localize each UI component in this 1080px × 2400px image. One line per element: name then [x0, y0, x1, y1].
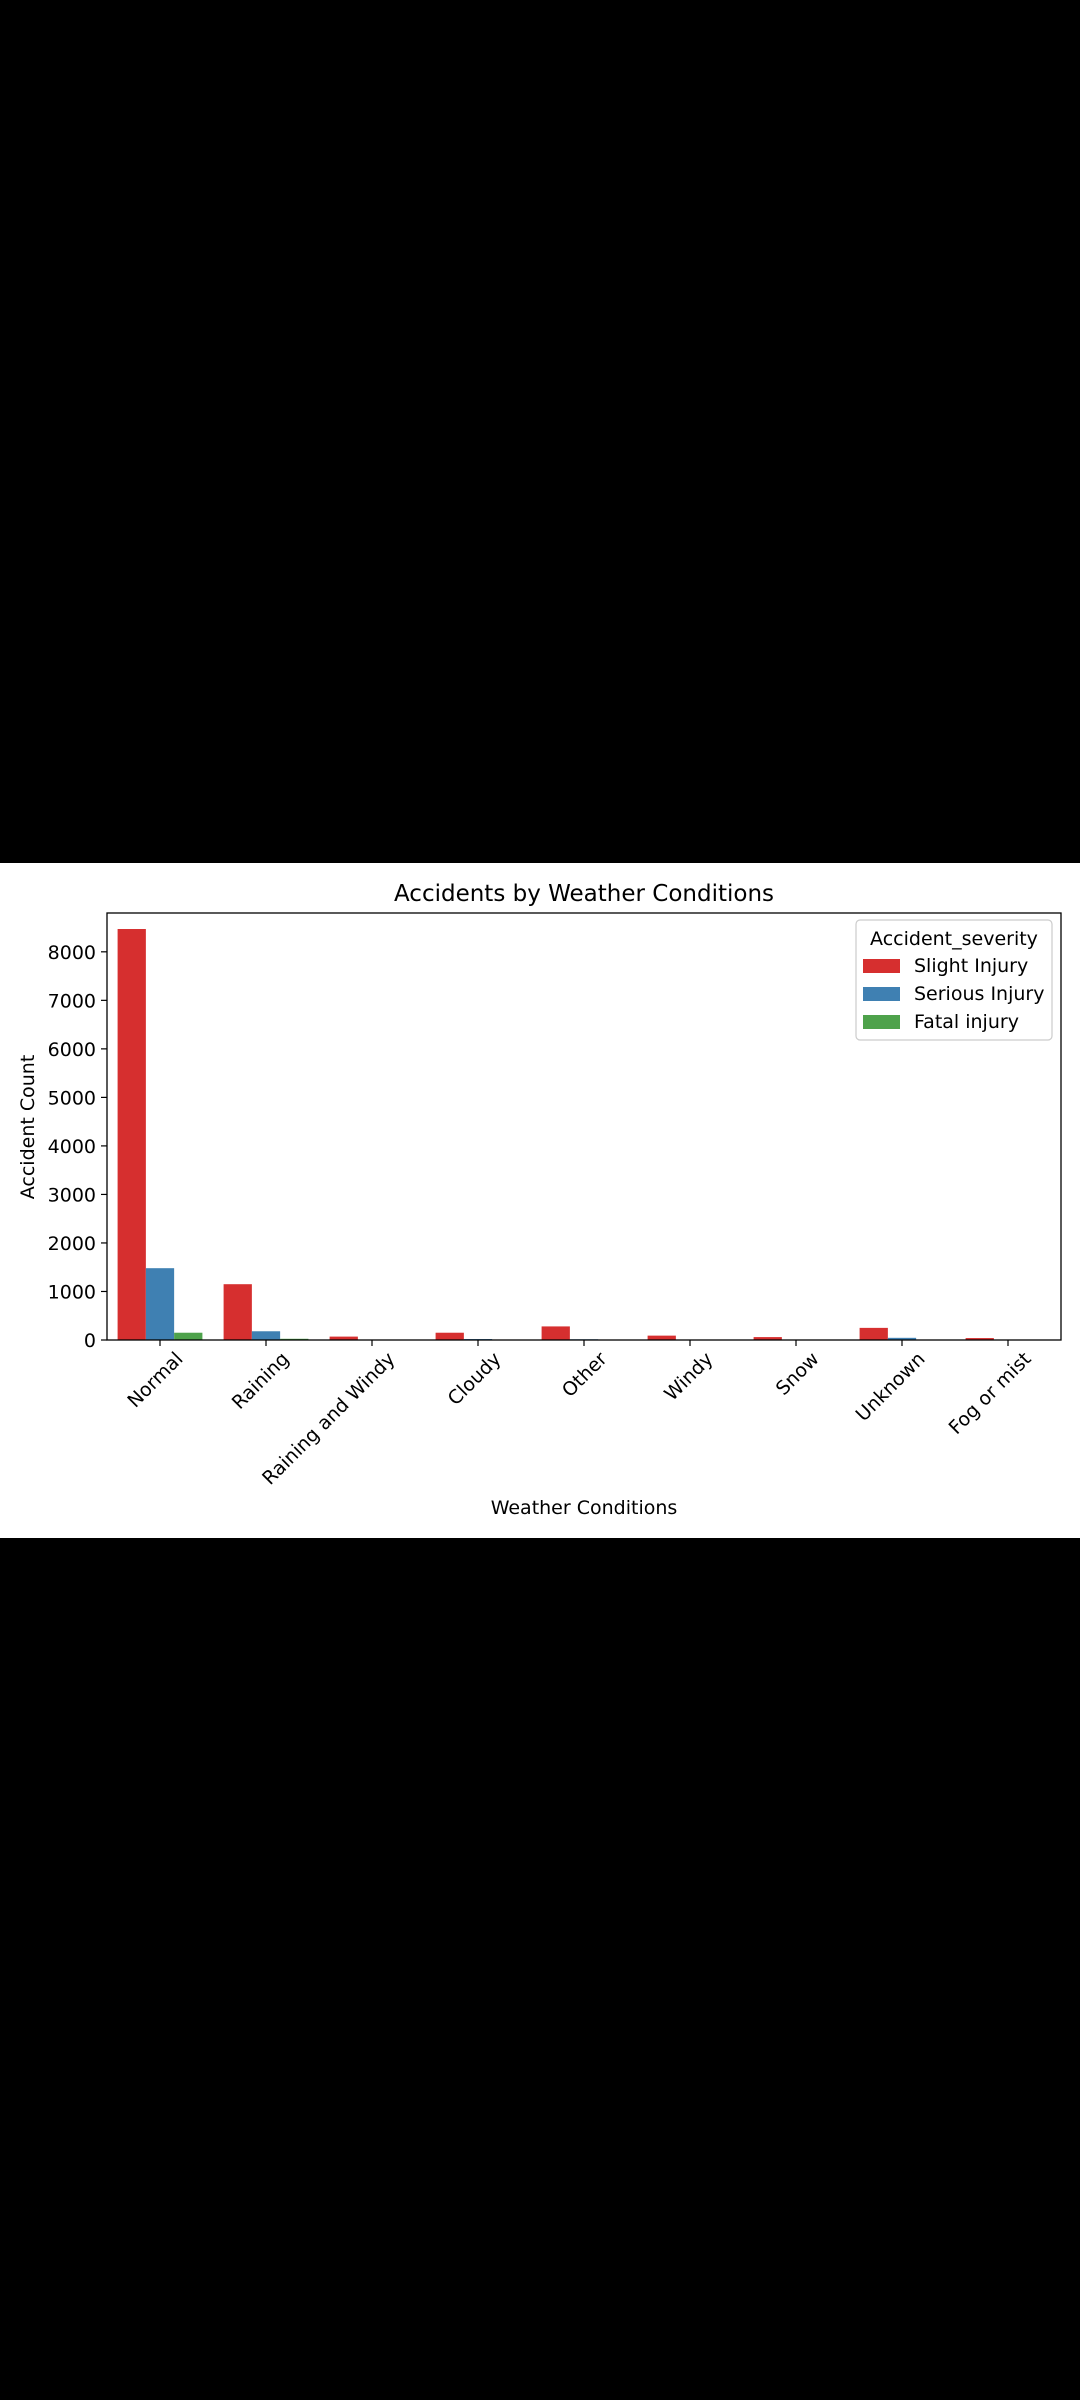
bar-slight-injury-1 — [223, 1284, 252, 1340]
bar-fatal-injury-0 — [174, 1332, 203, 1340]
x-tick-label: Raining — [228, 1348, 294, 1414]
y-tick-label: 1000 — [48, 1281, 96, 1303]
bar-serious-injury-7 — [887, 1337, 917, 1340]
legend-swatch-fatal-injury — [863, 1015, 900, 1029]
bar-slight-injury-7 — [859, 1327, 888, 1340]
x-tick-label: Windy — [660, 1348, 717, 1405]
bar-slight-injury-8 — [965, 1338, 994, 1340]
legend-swatch-serious-injury — [863, 987, 900, 1001]
bar-slight-injury-4 — [541, 1326, 570, 1340]
legend-box — [855, 919, 1053, 1041]
bar-serious-injury-0 — [145, 1268, 175, 1340]
x-tick-label: Fog or mist — [945, 1348, 1036, 1439]
x-tick-label: Cloudy — [444, 1348, 506, 1410]
chart-title: Accidents by Weather Conditions — [394, 881, 774, 907]
y-tick-label: 4000 — [48, 1136, 96, 1158]
x-axis-label: Weather Conditions — [491, 1497, 678, 1519]
y-tick-label: 3000 — [48, 1184, 96, 1206]
x-tick-label: Other — [558, 1348, 612, 1402]
y-tick-label: 0 — [84, 1330, 96, 1352]
bar-serious-injury-1 — [251, 1331, 281, 1340]
y-tick-label: 5000 — [48, 1087, 96, 1109]
bar-slight-injury-3 — [435, 1332, 464, 1340]
legend-label-slight-injury: Slight Injury — [914, 955, 1028, 977]
x-tick-label: Snow — [772, 1348, 824, 1400]
bar-chart: Accidents by Weather Conditions 0 1000 200… — [17, 881, 1062, 1519]
chart-panel: Accidents by Weather Conditions 0 1000 200… — [0, 863, 1080, 1538]
y-axis-label: Accident Count — [17, 1055, 39, 1200]
bar-slight-injury-5 — [647, 1335, 676, 1340]
y-tick-label: 2000 — [48, 1233, 96, 1255]
legend: Accident_severity Slight Injury Serious In… — [855, 919, 1053, 1041]
y-tick-label: 7000 — [48, 990, 96, 1012]
y-tick-label: 8000 — [48, 942, 96, 964]
bar-slight-injury-6 — [753, 1337, 782, 1340]
legend-swatch-slight-injury — [863, 959, 900, 973]
bar-slight-injury-2 — [329, 1336, 358, 1340]
x-tick-label: Unknown — [852, 1348, 930, 1426]
bar-slight-injury-0 — [117, 929, 146, 1340]
legend-label-fatal-injury: Fatal injury — [914, 1011, 1019, 1033]
legend-label-serious-injury: Serious Injury — [914, 983, 1044, 1005]
legend-title: Accident_severity — [870, 928, 1038, 950]
x-tick-label: Normal — [123, 1348, 187, 1412]
y-tick-label: 6000 — [48, 1039, 96, 1061]
